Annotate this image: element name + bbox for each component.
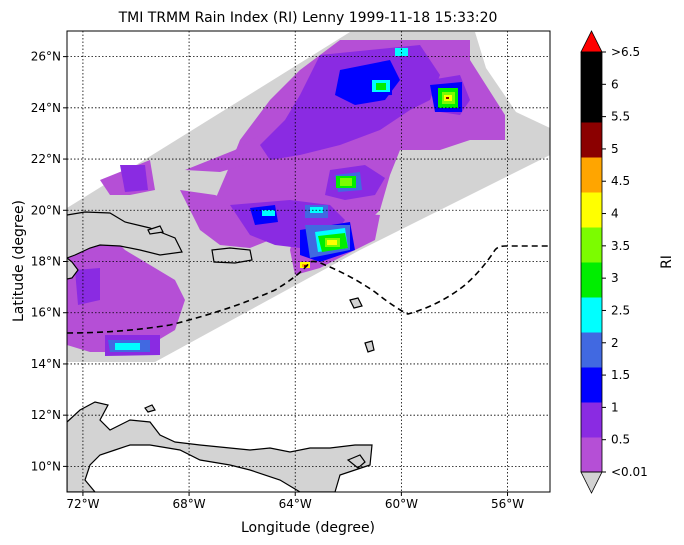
x-tick-label: 72°W [66,497,99,511]
colorbar-segment [581,332,602,368]
colorbar-segment [581,227,602,263]
colorbar-segment [581,87,602,123]
hispaniola [67,211,183,259]
puerto-rico [211,247,253,264]
colorbar-tick-label: 3.5 [611,239,630,253]
colorbar-over-extension [580,30,603,53]
colorbar-segment [581,297,602,333]
colorbar-segment [581,157,602,193]
trinidad [346,454,366,469]
colorbar-tick-label: <0.01 [611,465,648,479]
colorbar-segment [581,52,602,88]
colorbar-segment [581,437,602,473]
colorbar-segment [581,262,602,298]
y-axis-label: Latitude (degree) [11,200,27,322]
martinique [364,340,375,353]
colorbar-under-extension [580,471,603,494]
x-tick-label: 68°W [173,497,206,511]
rain-field [67,40,505,356]
colorbar-tick-label: 5.5 [611,110,630,124]
x-tick-label: 60°W [385,497,418,511]
graticule [67,31,550,492]
colorbar-label: RI [659,255,675,269]
x-axis-label: Longitude (degree) [241,520,375,536]
x-tick-label: 64°W [279,497,312,511]
colorbar-segment [581,192,602,228]
colorbar-segment [581,122,602,158]
colorbar-tick-label: 3 [611,271,619,285]
guadeloupe [349,297,363,309]
colorbar-tick-label: 4.5 [611,174,630,188]
colorbar-tick-label: 4 [611,207,619,221]
curacao [144,404,156,413]
colorbar-tick-label: 5 [611,142,619,156]
colorbar-tick-label: 6 [611,77,619,91]
coastlines [67,211,375,492]
y-tick-label: 26°N [31,50,61,64]
south-america [67,401,373,492]
map-area [67,31,550,492]
colorbar-tick-label: 2 [611,336,619,350]
small-island-2 [67,257,79,280]
colorbar-tick-label: >6.5 [611,45,640,59]
colorbar-frame [580,51,603,473]
y-axis-ticks: 26°N 24°N 22°N 20°N 18°N 16°N 14°N 12°N 10°N [31,50,67,473]
colorbar-tick-label: 1 [611,400,619,414]
y-tick-label: 12°N [31,408,61,422]
colorbar: <0.01 0.5 1 1.5 2 2.5 3 3.5 4 4.5 5 5.5 6 >6.5 [580,30,648,494]
chart-title: TMI TRMM Rain Index (RI) Lenny 1999-11-1… [118,10,498,26]
y-tick-label: 16°N [31,306,61,320]
y-tick-label: 20°N [31,203,61,217]
colorbar-segment [581,367,602,403]
colorbar-tick-label: 0.5 [611,433,630,447]
colorbar-tick-label: 1.5 [611,368,630,382]
x-tick-label: 56°W [491,497,524,511]
x-axis-ticks: 72°W 68°W 64°W 60°W 56°W [66,492,524,511]
y-tick-label: 14°N [31,357,61,371]
y-tick-label: 18°N [31,255,61,269]
colorbar-tick-label: 2.5 [611,303,630,317]
y-tick-label: 22°N [31,152,61,166]
colorbar-segment [581,402,602,438]
small-island-1 [147,225,164,235]
y-tick-label: 10°N [31,459,61,473]
y-tick-label: 24°N [31,101,61,115]
